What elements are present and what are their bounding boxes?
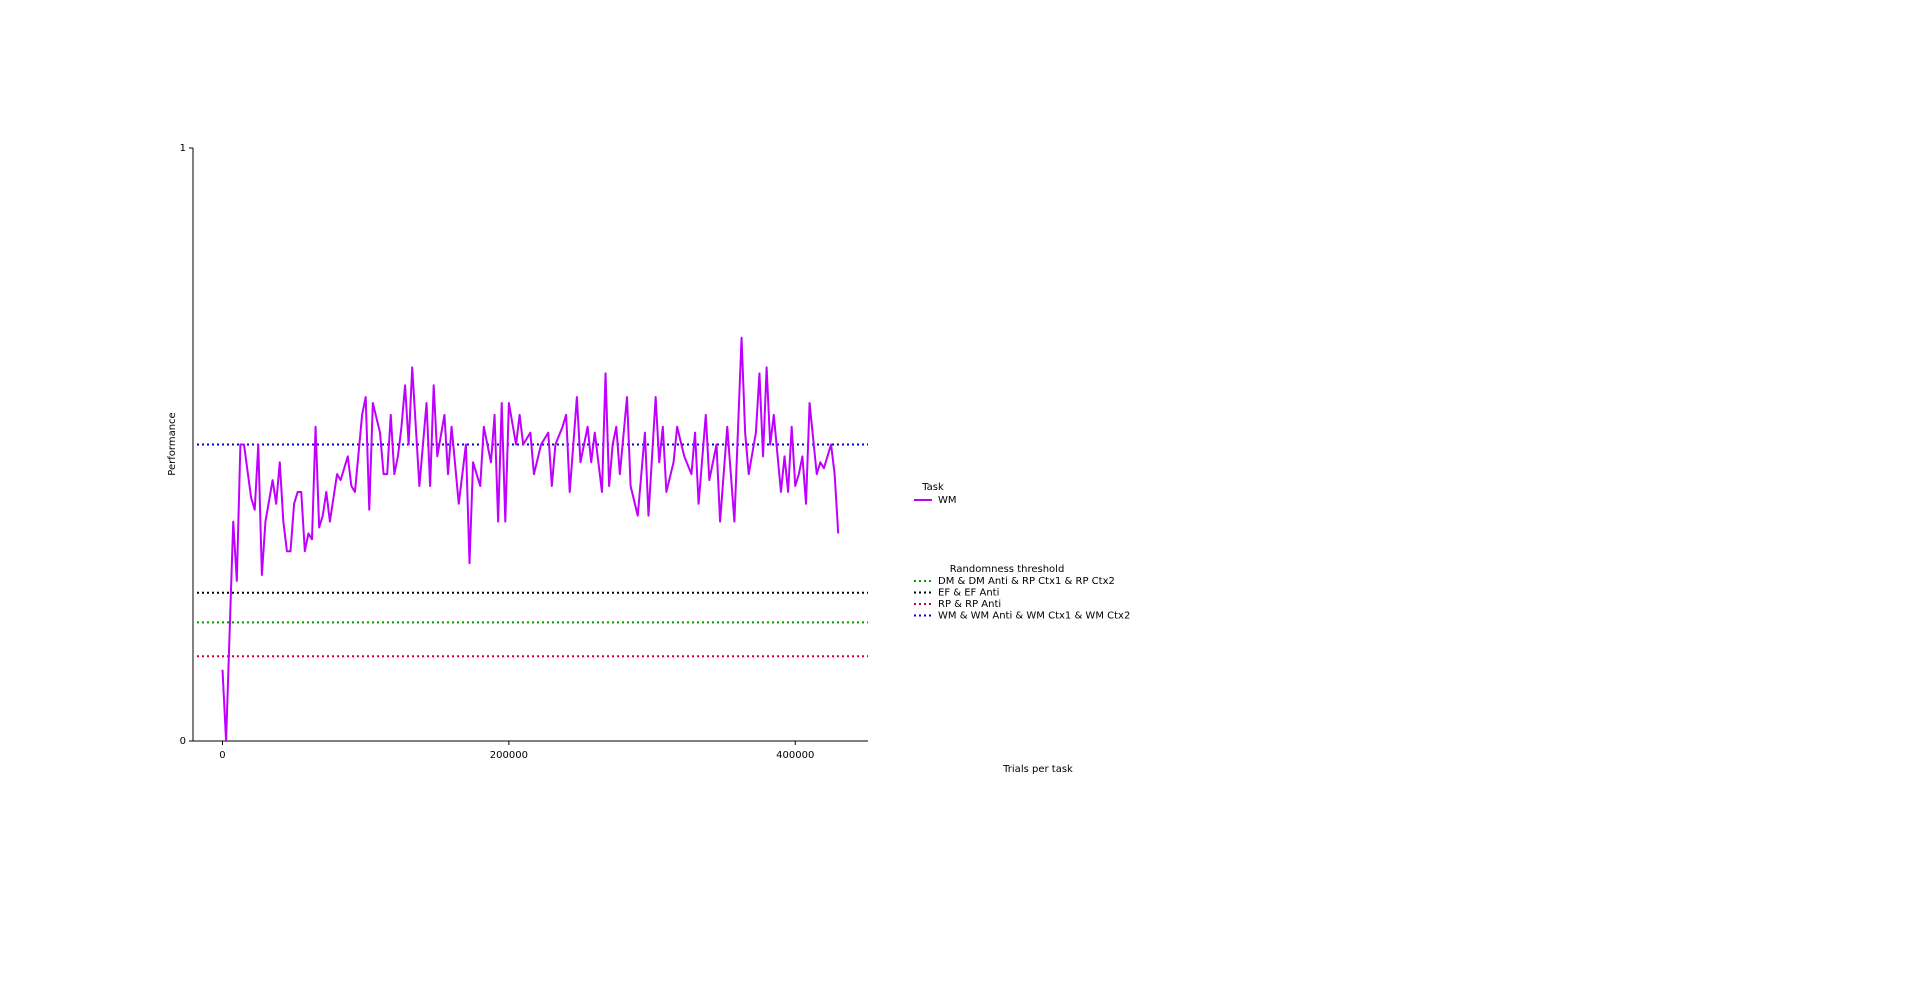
x-axis-label: Trials per task xyxy=(1002,764,1073,775)
x-tick-label: 400000 xyxy=(776,750,814,761)
threshold-legend-label: WM & WM Anti & WM Ctx1 & WM Ctx2 xyxy=(938,611,1130,622)
legend-label: WM xyxy=(938,495,957,506)
threshold-legend-label: EF & EF Anti xyxy=(938,588,999,599)
x-tick-label: 0 xyxy=(219,750,225,761)
threshold-legend-label: DM & DM Anti & RP Ctx1 & RP Ctx2 xyxy=(938,576,1115,587)
series-line xyxy=(221,336,840,742)
x-tick-label: 200000 xyxy=(490,750,528,761)
y-tick-label: 1 xyxy=(180,143,186,154)
y-tick-label: 0 xyxy=(180,736,186,747)
y-axis-label: Performance xyxy=(167,412,178,475)
legend-title: Task xyxy=(921,482,944,493)
threshold-legend-label: RP & RP Anti xyxy=(938,599,1001,610)
threshold-legend-title: Randomness threshold xyxy=(950,564,1065,575)
